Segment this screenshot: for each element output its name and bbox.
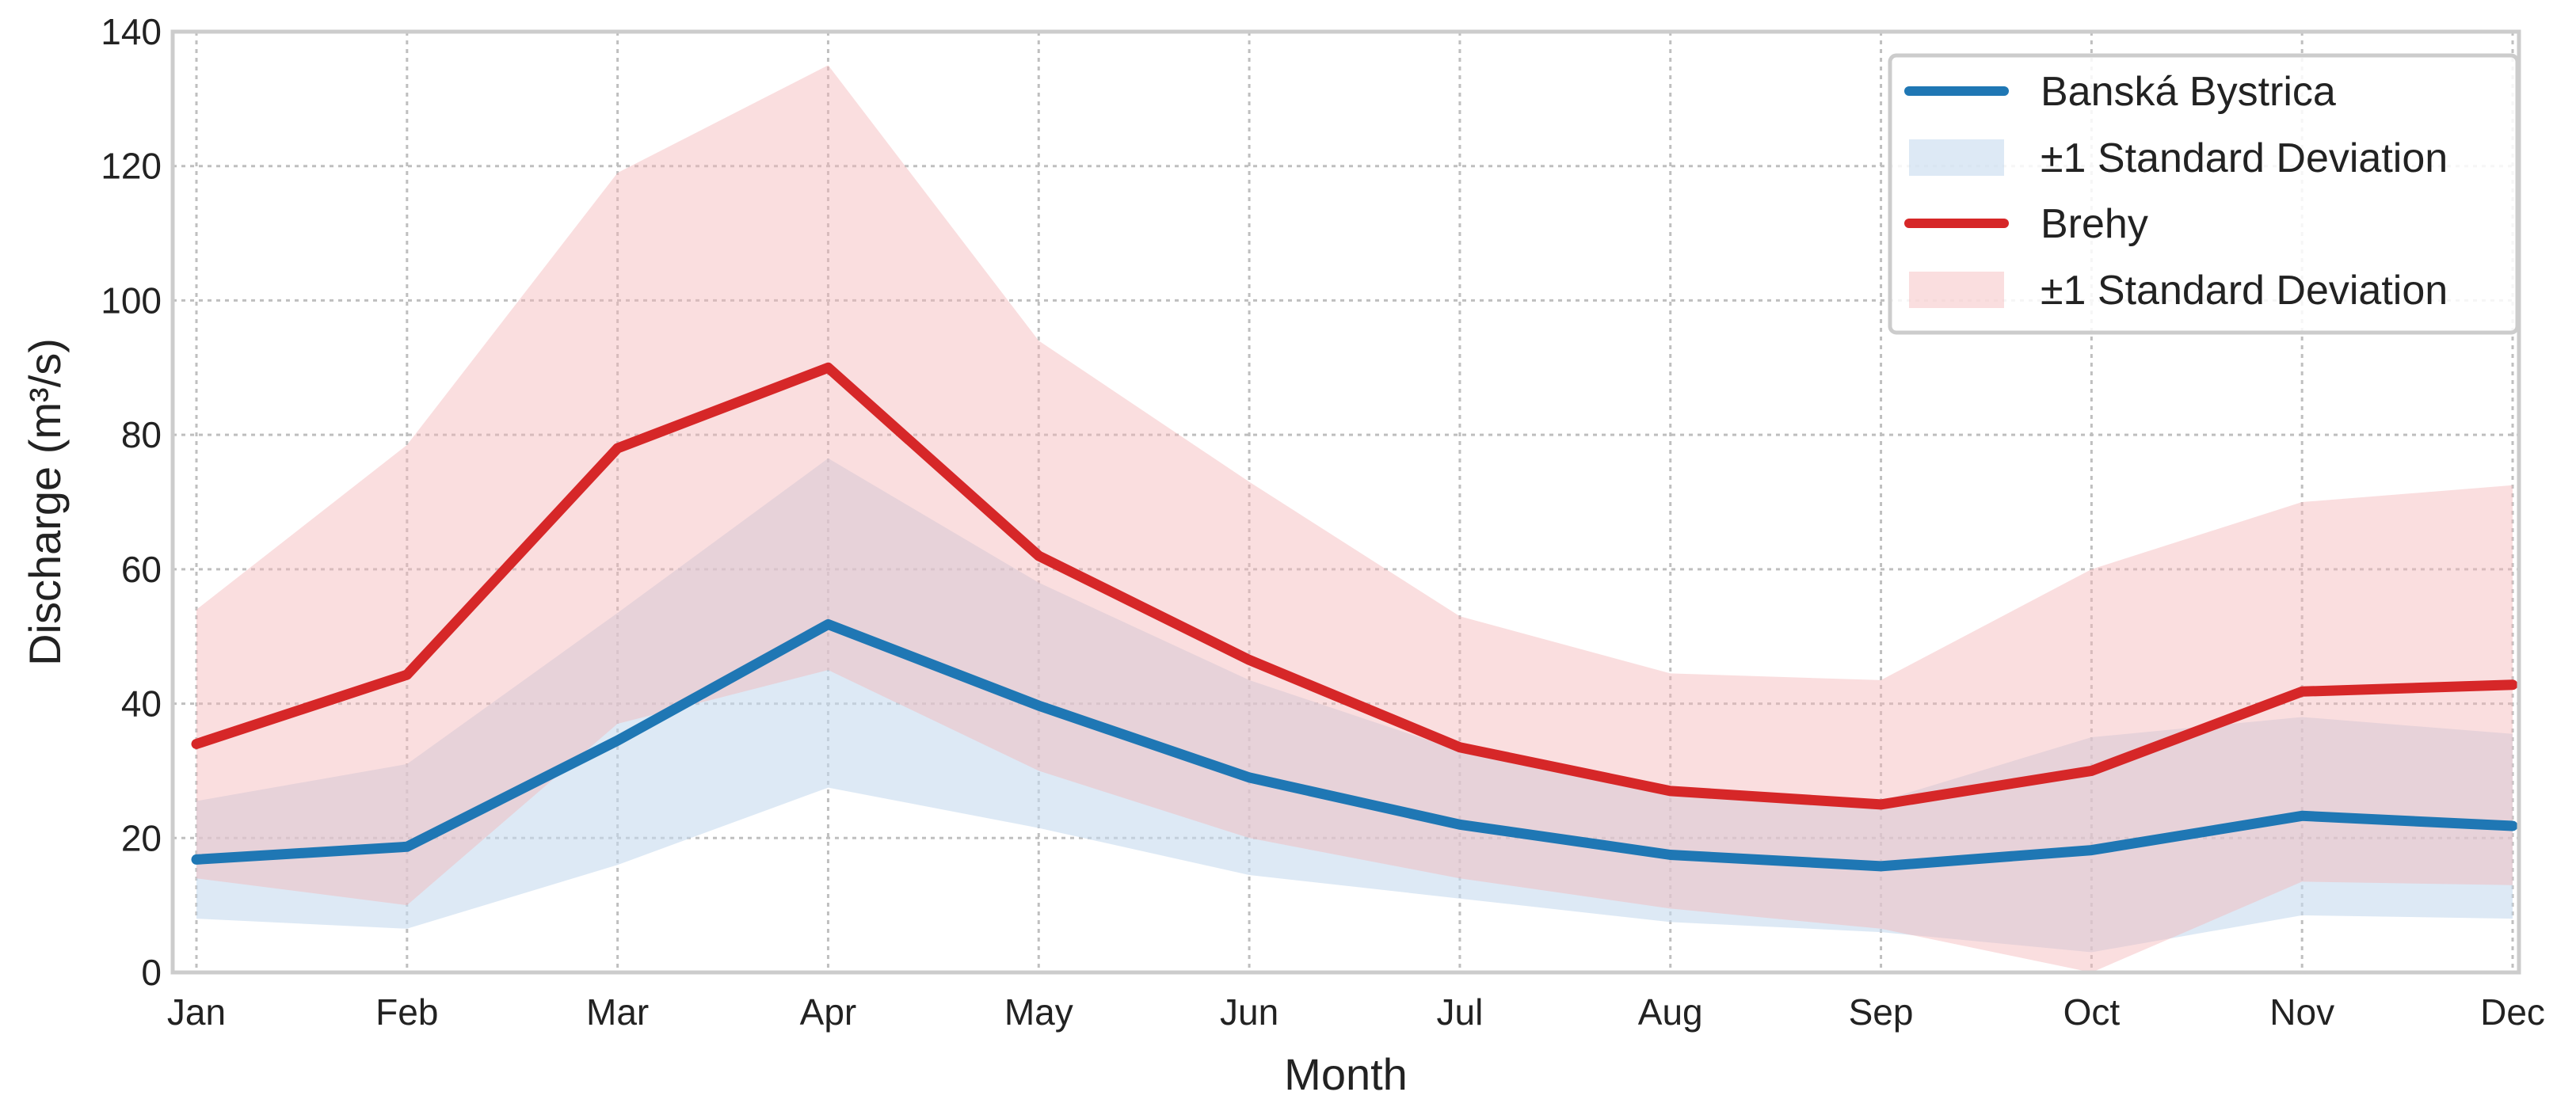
x-tick-label-may: May xyxy=(1004,991,1073,1033)
x-tick-label-jun: Jun xyxy=(1220,991,1278,1033)
point-brehy-jul xyxy=(1457,744,1462,750)
plot-frame xyxy=(170,29,2521,975)
point-brehy-sep xyxy=(1878,801,1884,807)
y-tick-label: 20 xyxy=(121,817,162,858)
legend-label-brehy: Brehy xyxy=(2041,201,2148,247)
x-tick-label-dec: Dec xyxy=(2480,991,2545,1033)
point-brehy-aug xyxy=(1667,788,1673,793)
x-tick-label-nov: Nov xyxy=(2269,991,2334,1033)
point-banska-bystrica-nov xyxy=(2300,813,2305,819)
std-band-banska-bystrica xyxy=(196,458,2513,953)
x-axis-title: Month xyxy=(1284,1049,1408,1099)
legend-label-band-banska-bystrica: ±1 Standard Deviation xyxy=(2041,135,2448,181)
point-brehy-dec xyxy=(2510,682,2515,687)
y-tick-label: 0 xyxy=(141,952,162,993)
x-tick-label-jan: Jan xyxy=(167,991,226,1033)
legend-label-banska-bystrica: Banská Bystrica xyxy=(2041,69,2336,115)
point-brehy-feb xyxy=(404,672,410,678)
legend: Banská Bystrica ±1 Standard Deviation Br… xyxy=(1888,53,2520,335)
point-brehy-nov xyxy=(2300,689,2305,694)
x-tick-label-oct: Oct xyxy=(2063,991,2121,1033)
point-banska-bystrica-mar xyxy=(615,738,620,744)
point-banska-bystrica-aug xyxy=(1667,852,1673,858)
point-brehy-apr xyxy=(825,365,831,371)
series-line-brehy xyxy=(191,362,2518,810)
point-banska-bystrica-jun xyxy=(1247,774,1252,780)
point-banska-bystrica-may xyxy=(1036,703,1042,709)
point-banska-bystrica-jan xyxy=(194,857,199,862)
point-banska-bystrica-dec xyxy=(2510,824,2515,829)
x-tick-label-apr: Apr xyxy=(800,991,857,1033)
x-tick-label-feb: Feb xyxy=(375,991,438,1033)
point-banska-bystrica-jul xyxy=(1457,822,1462,828)
point-banska-bystrica-sep xyxy=(1878,863,1884,869)
x-tick-label-sep: Sep xyxy=(1849,991,1914,1033)
legend-band-banska-bystrica xyxy=(1909,139,2004,176)
y-tick-label: 60 xyxy=(121,549,162,590)
legend-box xyxy=(1888,53,2520,335)
x-tick-label-mar: Mar xyxy=(586,991,649,1033)
point-brehy-may xyxy=(1036,553,1042,558)
std-band-brehy xyxy=(196,65,2513,972)
point-brehy-mar xyxy=(615,446,620,451)
point-banska-bystrica-oct xyxy=(2089,847,2094,853)
x-tick-label-jul: Jul xyxy=(1437,991,1484,1033)
series-lines xyxy=(191,362,2518,872)
point-banska-bystrica-apr xyxy=(825,622,831,627)
point-brehy-oct xyxy=(2089,768,2094,774)
point-brehy-jan xyxy=(194,741,199,747)
y-tick-label: 120 xyxy=(101,146,162,187)
point-brehy-jun xyxy=(1247,657,1252,663)
y-tick-label: 140 xyxy=(101,11,162,52)
y-tick-label: 40 xyxy=(121,683,162,725)
point-banska-bystrica-feb xyxy=(404,844,410,850)
y-tick-label: 80 xyxy=(121,414,162,455)
legend-label-band-brehy: ±1 Standard Deviation xyxy=(2041,268,2448,314)
x-tick-label-aug: Aug xyxy=(1638,991,1703,1033)
legend-band-brehy xyxy=(1909,272,2004,308)
y-tick-label: 100 xyxy=(101,280,162,321)
x-axis-ticks: Jan Feb Mar Apr May Jun Jul Aug Sep Oct Nov Dec xyxy=(167,991,2545,1033)
y-axis-title: Discharge (m³/s) xyxy=(20,338,70,666)
series-line-banska-bystrica xyxy=(191,618,2518,872)
std-bands xyxy=(196,65,2513,972)
y-axis-ticks: 0 20 40 60 80 100 120 140 xyxy=(101,11,162,993)
